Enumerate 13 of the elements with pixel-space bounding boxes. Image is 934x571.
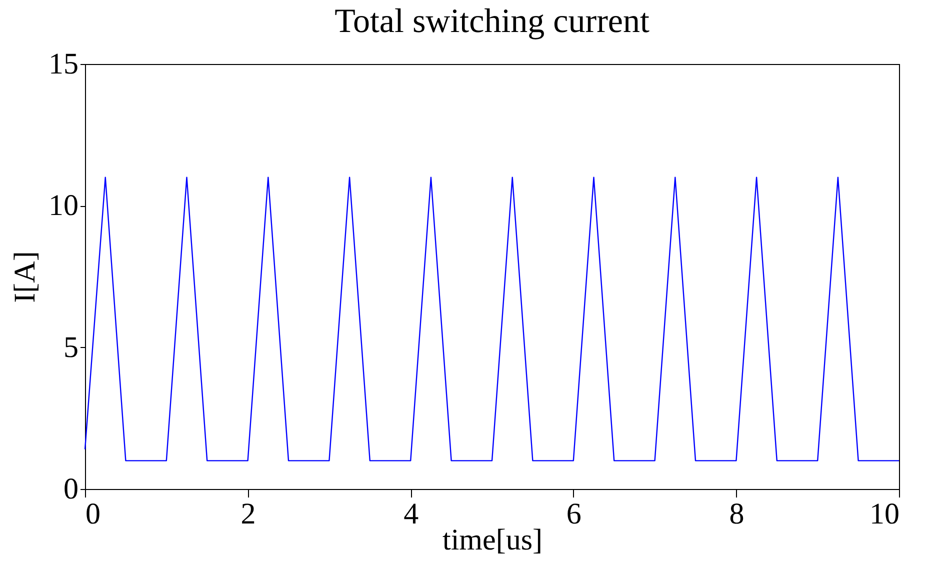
y-tick-label: 0 [64, 472, 78, 506]
x-tick-label: 2 [240, 498, 256, 530]
x-tick-label: 10 [870, 498, 900, 530]
chart-title: Total switching current [334, 3, 650, 40]
x-tick-label: 4 [404, 498, 419, 530]
x-tick-label: 6 [566, 498, 582, 530]
y-tick-label: 5 [64, 330, 78, 364]
x-tick-label: 8 [729, 498, 744, 530]
y-tick-label: 15 [48, 48, 78, 80]
x-tick-label: 0 [86, 498, 100, 530]
y-axis-title: I[A] [8, 251, 42, 303]
x-axis-title: time[us] [442, 524, 542, 556]
y-tick-label: 10 [48, 189, 78, 222]
